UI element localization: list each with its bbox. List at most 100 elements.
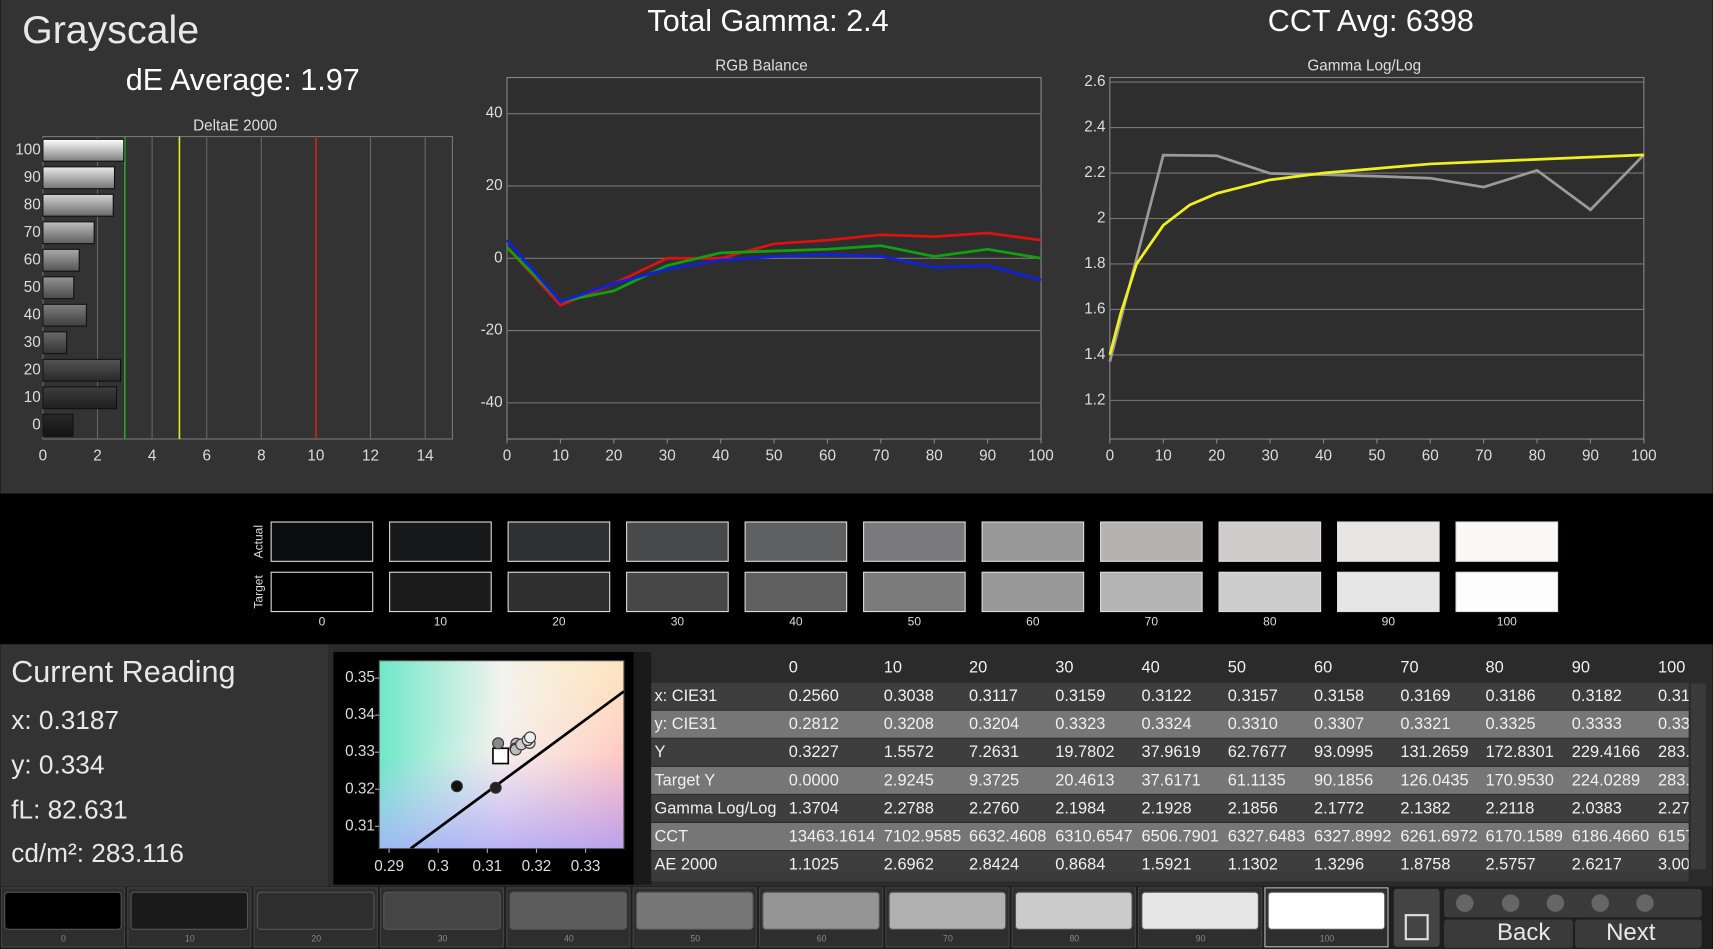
table-row: [651, 794, 1689, 822]
bar: [42, 358, 122, 382]
table-cell: 0.3310: [1228, 715, 1278, 733]
table-cell: 0.3324: [1142, 715, 1192, 733]
patch-color: [130, 891, 249, 930]
table-cell: 90.1856: [1314, 771, 1373, 789]
v-scrollbar[interactable]: [1690, 683, 1707, 870]
tool-button[interactable]: [1636, 894, 1654, 912]
next-button[interactable]: [1575, 919, 1702, 948]
actual-swatch: [863, 521, 966, 562]
swatch-label: 0: [319, 615, 326, 629]
tool-button[interactable]: [1591, 894, 1609, 912]
x-tick-label: 0.33: [571, 858, 601, 875]
table-cell: 0.3323: [1055, 715, 1105, 733]
x-tick-label: 20: [1208, 448, 1225, 465]
patch-color: [888, 891, 1007, 930]
series-line: [1108, 153, 1644, 356]
table-cell: 2.1382: [1400, 799, 1450, 817]
bar: [42, 303, 87, 327]
patch-label: 60: [817, 933, 827, 943]
cct-average: CCT Avg: 6398: [1268, 4, 1474, 38]
actual-swatch: [507, 521, 611, 562]
y-tick-label: 80: [24, 196, 41, 213]
current-reading-panel: [0, 644, 328, 887]
patch-label: 90: [1196, 933, 1206, 943]
chart-title: DeltaE 2000: [193, 118, 277, 135]
table-cell: 0.33: [1658, 715, 1690, 733]
column-header: 80: [1486, 659, 1504, 677]
measured-point: [524, 731, 537, 744]
h-scrollbar[interactable]: [651, 870, 1689, 882]
table-cell: 19.7802: [1055, 743, 1114, 761]
x-tick-label: 60: [1422, 448, 1439, 465]
table-cell: 2.2118: [1486, 799, 1535, 817]
tool-button[interactable]: [1546, 894, 1565, 912]
table-cell: 1.5921: [1142, 855, 1192, 873]
x-tick-label: 0: [39, 448, 48, 465]
y-tick-label: 70: [24, 224, 41, 241]
patch-label: 0: [61, 933, 66, 943]
table-cell: 2.2788: [884, 799, 934, 817]
bar: [42, 248, 80, 272]
table-cell: 0.2560: [789, 687, 839, 705]
bar: [42, 276, 75, 300]
x-tick-label: 14: [417, 448, 434, 465]
patch-color: [1141, 891, 1259, 930]
x-tick-label: 70: [872, 448, 889, 465]
table-cell: 9.3725: [969, 771, 1019, 789]
table-cell: 6506.7901: [1142, 827, 1219, 845]
target-swatch: [1100, 571, 1203, 613]
table-cell: 283.: [1658, 771, 1690, 789]
column-header: 100: [1658, 659, 1685, 677]
swatch-label: 90: [1382, 615, 1396, 629]
reading-title: Current Reading: [11, 655, 235, 689]
x-tick-label: 60: [819, 448, 836, 465]
x-tick-label: 4: [148, 448, 157, 465]
table-cell: 0.3157: [1228, 687, 1278, 705]
patch-label: 100: [1320, 933, 1335, 943]
stop-icon: [1404, 914, 1429, 941]
table-cell: 6186.4660: [1572, 827, 1649, 845]
series-line: [506, 239, 1042, 304]
y-tick-label: 2: [1097, 210, 1106, 227]
x-tick-label: 2: [93, 448, 102, 465]
x-tick-label: 100: [1028, 448, 1053, 465]
back-button[interactable]: [1444, 919, 1573, 948]
table-cell: 13463.1614: [789, 827, 876, 845]
y-tick-label: 0.34: [345, 706, 375, 723]
table-cell: 6170.1589: [1486, 827, 1563, 845]
table-cell: 0.3038: [884, 687, 934, 705]
x-tick-label: 30: [659, 448, 676, 465]
table-cell: 6327.8992: [1314, 827, 1391, 845]
column-header: 0: [789, 659, 798, 677]
table-cell: 0.3158: [1314, 687, 1364, 705]
table-cell: 0.3117: [969, 687, 1018, 705]
table-cell: 170.9530: [1486, 771, 1554, 789]
de-average: dE Average: 1.97: [126, 63, 360, 97]
patch-color: [1014, 891, 1133, 930]
x-tick-label: 40: [1315, 448, 1332, 465]
column-header: 20: [969, 659, 987, 677]
swatch-row-label: Actual: [251, 525, 265, 558]
tool-button[interactable]: [1501, 894, 1520, 912]
table-cell: 93.0995: [1314, 743, 1373, 761]
row-label: y: CIE31: [654, 715, 717, 733]
actual-swatch: [744, 521, 848, 562]
table-cell: 1.8758: [1400, 855, 1450, 873]
y-tick-label: 1.2: [1084, 391, 1105, 408]
y-tick-label: 10: [24, 389, 41, 406]
y-tick-label: 0: [494, 249, 503, 266]
table-cell: 0.3307: [1314, 715, 1364, 733]
tool-button[interactable]: [1456, 894, 1474, 912]
swatch-label: 80: [1263, 615, 1277, 629]
y-tick-label: 1.4: [1084, 346, 1106, 363]
y-tick-label: 2.6: [1084, 73, 1105, 90]
measured-point: [450, 780, 463, 793]
y-tick-label: 0.35: [345, 669, 375, 686]
table-row: [651, 766, 1689, 794]
patch-label: 70: [943, 933, 953, 943]
table-cell: 2.8424: [969, 855, 1019, 873]
table-row: [651, 738, 1689, 766]
x-tick-label: 0.31: [472, 858, 502, 875]
actual-swatch: [1100, 521, 1203, 562]
